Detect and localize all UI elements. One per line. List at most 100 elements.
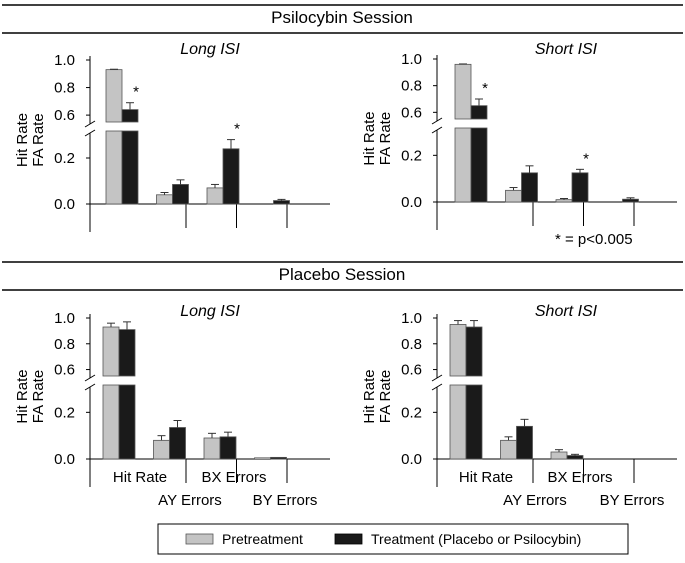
- bar-pretreatment: [153, 439, 170, 460]
- bar-pretreatment: [449, 384, 467, 460]
- bar-treatment: [118, 384, 136, 460]
- panel-title: Long ISI: [180, 41, 240, 58]
- bar-treatment: [270, 456, 287, 460]
- y-tick-label: 0.6: [401, 104, 422, 121]
- bar-pretreatment: [102, 326, 120, 377]
- axis-break-mark: [84, 374, 96, 382]
- y-tick-label: 1.0: [401, 310, 422, 327]
- axis-break-mark: [84, 129, 96, 137]
- bar-pretreatment: [105, 130, 123, 205]
- bar-pretreatment: [505, 189, 522, 203]
- y-tick-label: 0.2: [401, 404, 422, 421]
- chart-panel: Long ISI Hit Rate FA Rate 0.0 0.2 0.6 0.8 1.0 * *: [14, 41, 330, 232]
- bar-pretreatment: [500, 439, 517, 460]
- y-axis-label: Hit Rate: [361, 111, 378, 165]
- legend: Pretreatment Treatment (Placebo or Psilo…: [157, 523, 629, 555]
- session-header-placebo: Placebo Session: [2, 261, 683, 291]
- y-tick-label: 0.0: [54, 196, 75, 213]
- axis-break-mark: [431, 383, 443, 391]
- y-tick-label: 1.0: [54, 310, 75, 327]
- bar-pretreatment: [206, 187, 224, 205]
- legend-label-pretreatment: Pretreatment: [222, 531, 303, 547]
- bar-pretreatment: [555, 199, 573, 203]
- y-axis-label: FA Rate: [377, 370, 394, 423]
- bar-treatment: [219, 436, 237, 460]
- x-label-bx-errors: BX Errors: [201, 469, 266, 486]
- significance-star: *: [482, 80, 488, 97]
- y-tick-label: 1.0: [401, 51, 422, 68]
- bar-pretreatment: [550, 451, 568, 460]
- bar-pretreatment: [102, 384, 120, 460]
- bar-treatment: [273, 200, 290, 205]
- legend-label-treatment: Treatment (Placebo or Psilocybin): [371, 531, 581, 547]
- y-tick-label: 0.6: [54, 362, 75, 379]
- bar-treatment: [169, 427, 186, 460]
- y-tick-label: 0.2: [401, 147, 422, 164]
- axis-break-mark: [84, 120, 96, 128]
- bar-treatment: [121, 109, 139, 123]
- bar-treatment: [516, 425, 533, 460]
- x-labels-left: Hit Rate AY Errors BX Errors BY Errors: [113, 469, 317, 509]
- x-label-ay-errors: AY Errors: [503, 492, 567, 509]
- y-tick-label: 0.0: [401, 194, 422, 211]
- legend-box: [157, 523, 629, 555]
- axis-break-mark: [84, 383, 96, 391]
- x-labels-right: Hit Rate AY Errors BX Errors BY Errors: [459, 469, 664, 509]
- y-axis-label: Hit Rate: [14, 369, 31, 423]
- bar-pretreatment: [254, 457, 271, 460]
- significance-star: *: [133, 84, 139, 101]
- x-label-hit-rate: Hit Rate: [113, 469, 167, 486]
- y-axis-label: FA Rate: [30, 113, 47, 166]
- bar-treatment: [172, 184, 189, 205]
- y-tick-label: 0.8: [54, 80, 75, 97]
- y-tick-label: 0.8: [54, 336, 75, 353]
- bar-treatment: [521, 172, 538, 203]
- y-tick-label: 0.8: [401, 78, 422, 95]
- bar-treatment: [566, 455, 584, 460]
- legend-swatch-treatment: [334, 533, 363, 545]
- y-tick-label: 0.2: [54, 150, 75, 167]
- bar-pretreatment: [454, 63, 472, 120]
- y-tick-label: 0.6: [401, 362, 422, 379]
- session-title: Placebo Session: [279, 265, 406, 284]
- y-tick-label: 0.6: [54, 107, 75, 124]
- y-tick-label: 0.0: [401, 451, 422, 468]
- y-tick-label: 0.2: [54, 404, 75, 421]
- x-label-ay-errors: AY Errors: [158, 492, 222, 509]
- bar-treatment: [465, 326, 483, 377]
- panel-title: Short ISI: [535, 303, 598, 320]
- bar-pretreatment: [203, 437, 221, 460]
- chart-panel: Short ISI Hit Rate FA Rate 0.0 0.2 0.6 0.8 1.0 *…: [361, 41, 677, 230]
- y-axis-label: Hit Rate: [14, 113, 31, 167]
- x-label-bx-errors: BX Errors: [547, 469, 612, 486]
- y-tick-label: 0.8: [401, 336, 422, 353]
- bar-treatment: [622, 198, 639, 203]
- y-tick-label: 0.0: [54, 451, 75, 468]
- bar-treatment: [118, 329, 136, 377]
- legend-swatch-pretreatment: [185, 533, 214, 545]
- panel-title: Short ISI: [535, 41, 598, 58]
- significance-note: * = p<0.005: [555, 231, 633, 248]
- axis-break-mark: [431, 117, 443, 125]
- y-tick-label: 1.0: [54, 52, 75, 69]
- y-axis-label: FA Rate: [377, 112, 394, 165]
- bar-pretreatment: [449, 324, 467, 377]
- x-label-by-errors: BY Errors: [253, 492, 318, 509]
- bar-treatment: [222, 148, 240, 205]
- panel-title: Long ISI: [180, 303, 240, 320]
- significance-star: *: [583, 150, 589, 167]
- bar-pretreatment: [105, 69, 123, 123]
- bar-treatment: [465, 384, 483, 460]
- bar-treatment: [121, 130, 139, 205]
- bar-treatment: [470, 127, 488, 203]
- x-label-by-errors: BY Errors: [600, 492, 665, 509]
- significance-star: *: [234, 121, 240, 138]
- session-title: Psilocybin Session: [271, 8, 413, 27]
- session-header-psilocybin: Psilocybin Session: [2, 4, 683, 34]
- bar-pretreatment: [454, 127, 472, 203]
- axis-break-mark: [431, 126, 443, 134]
- bar-treatment: [470, 105, 488, 120]
